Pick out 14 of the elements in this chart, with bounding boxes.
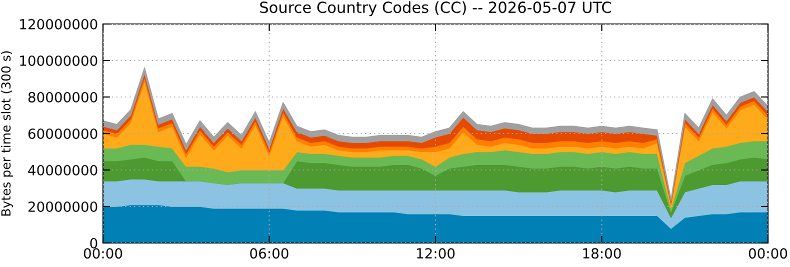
y-tick-label: 60000000: [28, 128, 98, 139]
x-tick-label: 00:00: [84, 248, 122, 259]
y-tick-label: 80000000: [28, 92, 98, 102]
y-tick-label: 120000000: [20, 18, 98, 30]
x-tick-label: 00:00: [748, 248, 788, 259]
x-tick-label: 12:00: [417, 248, 455, 259]
x-tick-label: 06:00: [250, 248, 288, 259]
chart-title: Source Country Codes (CC) -- 2026-05-07 UTC: [260, 1, 612, 16]
y-tick-label: 0: [90, 238, 98, 248]
y-axis-title: Bytes per time slot (300 s): [0, 51, 14, 216]
x-tick-label: 18:00: [583, 248, 621, 259]
y-tick-label: 20000000: [28, 201, 98, 212]
y-tick-label: 100000000: [20, 55, 98, 66]
y-tick-label: 40000000: [28, 164, 98, 176]
